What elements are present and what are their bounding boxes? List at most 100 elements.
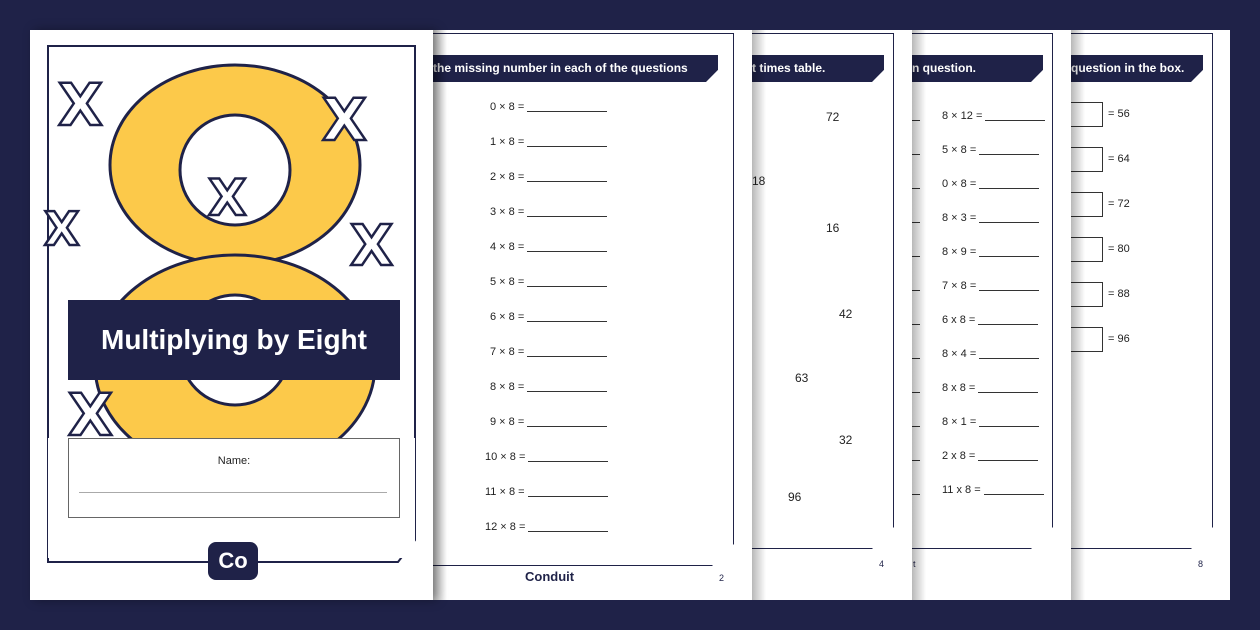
answer-line[interactable] <box>527 286 608 287</box>
prev-answer-line <box>912 290 920 291</box>
answer-value: = 88 <box>1108 288 1130 300</box>
worksheet-page-6: n question. 8 × 12 = 5 × 8 = 0 × 8 = 8 × 3 … <box>912 30 1071 600</box>
answer-box[interactable] <box>1071 282 1103 307</box>
question-row: 0 × 8 = <box>942 178 1040 190</box>
answer-line[interactable] <box>528 531 609 532</box>
question-text: 12 × 8 = <box>485 521 526 533</box>
answer-value: = 80 <box>1108 243 1130 255</box>
answer-line[interactable] <box>527 111 608 112</box>
question-text: 1 × 8 = <box>490 136 525 148</box>
page-number: 4 <box>879 559 885 569</box>
prev-answer-line <box>912 358 920 359</box>
question-text: 6 x 8 = <box>942 314 976 326</box>
answer-value: = 64 <box>1108 153 1130 165</box>
number-cell: 96 <box>788 490 802 504</box>
page-number: 8 <box>1198 559 1204 569</box>
question-text: 7 × 8 = <box>490 346 525 358</box>
answer-line[interactable] <box>985 120 1046 121</box>
question-row: 9 × 8 = <box>490 416 608 428</box>
question-text: 8 × 3 = <box>942 212 977 224</box>
question-text: 11 x 8 = <box>942 484 981 496</box>
question-text: 9 × 8 = <box>490 416 525 428</box>
instruction-banner: n question. <box>912 55 1043 82</box>
answer-line[interactable] <box>527 391 608 392</box>
question-text: 2 × 8 = <box>490 171 525 183</box>
name-label: Name: <box>217 455 251 467</box>
answer-line[interactable] <box>527 216 608 217</box>
question-row: 8 × 3 = <box>942 212 1040 224</box>
answer-line[interactable] <box>527 426 608 427</box>
answer-line[interactable] <box>979 188 1040 189</box>
answer-box[interactable] <box>1071 237 1103 262</box>
answer-line[interactable] <box>527 251 608 252</box>
question-text: 5 × 8 = <box>490 276 525 288</box>
question-row: 5 × 8 = <box>942 144 1040 156</box>
cover-title-banner: Multiplying by Eight <box>68 300 400 380</box>
worksheet-page-8: question in the box. = 56 = 64 = 72 = 80 = 8… <box>1071 30 1230 600</box>
answer-line[interactable] <box>979 154 1040 155</box>
answer-value: = 56 <box>1108 108 1130 120</box>
answer-line[interactable] <box>528 461 609 462</box>
answer-line[interactable] <box>527 321 608 322</box>
question-row: 0 × 8 = <box>490 101 608 113</box>
question-row: 3 × 8 = <box>490 206 608 218</box>
instruction-banner: the missing number in each of the questi… <box>433 55 718 82</box>
answer-line[interactable] <box>979 426 1040 427</box>
question-row: 8 × 1 = <box>942 416 1040 428</box>
question-row: 8 x 8 = <box>942 382 1039 394</box>
cover-page: X X X X X X Multiplying by Eight Name: C… <box>30 30 433 600</box>
footer-fragment: t <box>913 559 916 569</box>
question-row: 7 × 8 = <box>490 346 608 358</box>
question-row: 6 × 8 = <box>490 311 608 323</box>
answer-box[interactable] <box>1071 192 1103 217</box>
answer-line[interactable] <box>527 181 608 182</box>
svg-text:X: X <box>44 202 79 256</box>
question-text: 11 × 8 = <box>485 486 525 498</box>
answer-line[interactable] <box>979 358 1040 359</box>
prev-answer-line <box>912 222 920 223</box>
answer-line[interactable] <box>979 256 1040 257</box>
answer-line[interactable] <box>978 460 1039 461</box>
answer-line[interactable] <box>978 392 1039 393</box>
page-number: 2 <box>719 573 725 583</box>
answer-line[interactable] <box>527 496 608 497</box>
answer-box[interactable] <box>1071 327 1103 352</box>
answer-line[interactable] <box>979 222 1040 223</box>
answer-line[interactable] <box>527 146 608 147</box>
answer-line[interactable] <box>978 324 1039 325</box>
question-row: 2 × 8 = <box>490 171 608 183</box>
question-row: 6 x 8 = <box>942 314 1039 326</box>
question-text: 7 × 8 = <box>942 280 977 292</box>
answer-box[interactable] <box>1071 147 1103 172</box>
worksheet-page-4: t times table. 72 18 16 42 63 32 96 4 <box>752 30 912 600</box>
question-text: 3 × 8 = <box>490 206 525 218</box>
answer-line[interactable] <box>979 290 1040 291</box>
svg-text:X: X <box>350 214 393 279</box>
number-cell: 63 <box>795 371 809 385</box>
answer-line[interactable] <box>983 494 1044 495</box>
prev-answer-line <box>912 460 920 461</box>
cover-title: Multiplying by Eight <box>101 324 367 355</box>
worksheet-page-2: the missing number in each of the questi… <box>433 30 752 600</box>
number-cell: 42 <box>839 307 853 321</box>
prev-answer-line <box>912 154 920 155</box>
conduit-logo: Conduit <box>525 569 575 584</box>
svg-text:X: X <box>208 169 247 227</box>
question-row: 10 × 8 = <box>485 451 609 463</box>
question-text: 8 × 8 = <box>490 381 525 393</box>
prev-answer-line <box>912 324 920 325</box>
question-text: 0 × 8 = <box>490 101 525 113</box>
number-cell: 18 <box>752 174 766 188</box>
question-text: 8 × 4 = <box>942 348 977 360</box>
question-row: 8 × 4 = <box>942 348 1040 360</box>
number-cell: 32 <box>839 433 853 447</box>
answer-value: = 96 <box>1108 333 1130 345</box>
answer-line[interactable] <box>527 356 608 357</box>
prev-answer-line <box>912 392 920 393</box>
question-row: 2 x 8 = <box>942 450 1039 462</box>
name-line[interactable] <box>79 492 387 493</box>
question-text: 6 × 8 = <box>490 311 525 323</box>
prev-answer-line <box>912 494 920 495</box>
answer-box[interactable] <box>1071 102 1103 127</box>
name-box: Name: <box>68 438 400 518</box>
